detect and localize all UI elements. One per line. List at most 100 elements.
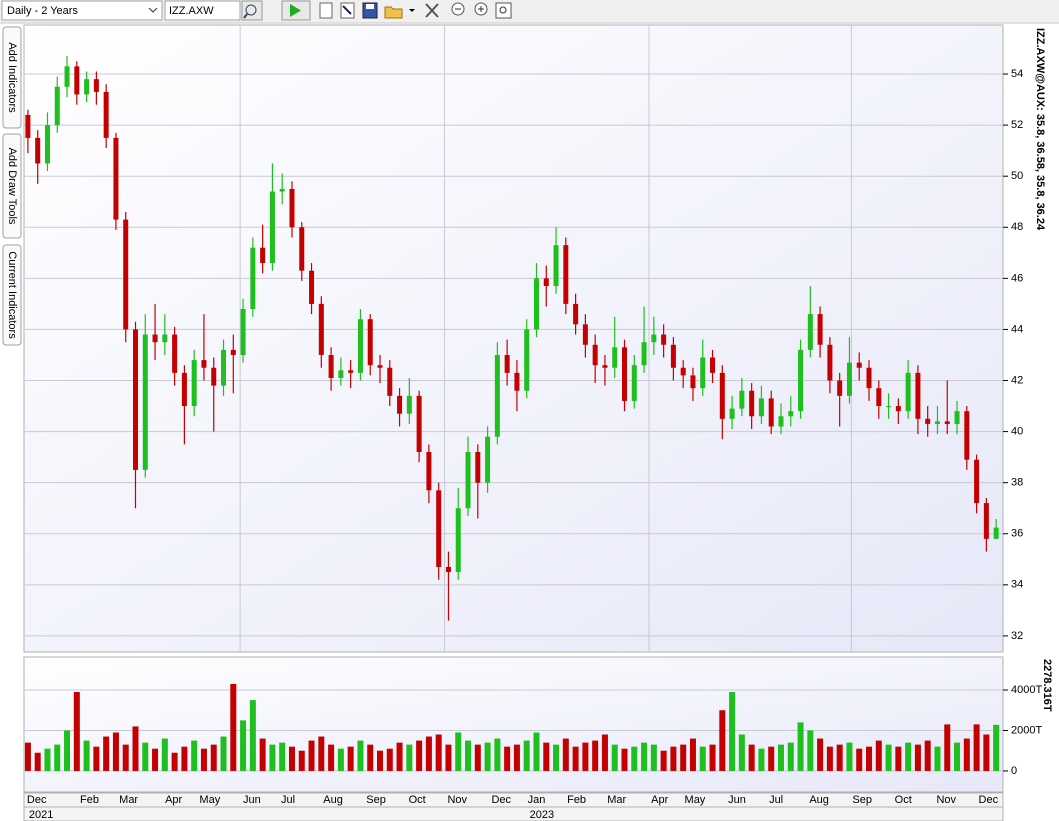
candle-body bbox=[377, 365, 383, 368]
volume-bar bbox=[308, 740, 315, 771]
save-button[interactable] bbox=[362, 2, 378, 19]
price-pane bbox=[23, 24, 1004, 653]
volume-bar bbox=[288, 746, 295, 771]
sidebar-tab[interactable] bbox=[2, 26, 22, 129]
candle-body bbox=[612, 347, 618, 368]
run-button[interactable] bbox=[281, 0, 311, 21]
x-tick-label: Mar bbox=[607, 794, 626, 806]
volume-bar bbox=[171, 752, 178, 771]
candle-body bbox=[84, 79, 90, 95]
candle-body bbox=[172, 334, 178, 373]
candle-body bbox=[680, 367, 686, 376]
candle-body bbox=[710, 357, 716, 373]
candle-body bbox=[788, 411, 794, 417]
y-tick-label: 38 bbox=[1011, 477, 1023, 489]
zoom-out-button[interactable] bbox=[451, 2, 465, 16]
candle-body bbox=[485, 436, 491, 483]
volume-bar bbox=[719, 710, 726, 771]
sidebar-tab[interactable] bbox=[2, 133, 22, 239]
volume-legend: 2278.316T bbox=[1041, 659, 1053, 712]
candle-body bbox=[54, 86, 60, 126]
candle-body bbox=[338, 370, 344, 378]
candle-body bbox=[983, 503, 989, 539]
volume-bar bbox=[122, 744, 129, 771]
candle-body bbox=[113, 137, 119, 220]
candle-body bbox=[670, 344, 676, 368]
candle-body bbox=[494, 354, 500, 437]
candle-body bbox=[533, 278, 539, 330]
volume-bar bbox=[768, 746, 775, 771]
candle-body bbox=[993, 527, 999, 539]
candle-body bbox=[318, 303, 324, 355]
x-tick-label: Oct bbox=[409, 794, 426, 806]
candle-body bbox=[230, 349, 236, 355]
year-label: 2023 bbox=[530, 809, 554, 821]
x-tick-label: May bbox=[685, 794, 706, 806]
candle-body bbox=[592, 344, 598, 366]
candle-body bbox=[152, 334, 158, 343]
candle-body bbox=[807, 314, 813, 350]
sidebar-tab[interactable] bbox=[2, 244, 22, 346]
y-tick-label: 46 bbox=[1011, 272, 1023, 284]
x-tick-label: Feb bbox=[80, 794, 99, 806]
volume-bar bbox=[621, 748, 628, 771]
candle-body bbox=[44, 125, 50, 164]
new-button[interactable] bbox=[319, 2, 333, 19]
candle-body bbox=[817, 314, 823, 345]
candle-body bbox=[201, 360, 207, 368]
volume-bar bbox=[425, 736, 432, 771]
volume-bar bbox=[181, 746, 188, 771]
zoom-in-button[interactable] bbox=[474, 2, 488, 16]
candle-body bbox=[240, 309, 246, 355]
fit-button[interactable] bbox=[495, 2, 512, 19]
tools-button[interactable] bbox=[425, 3, 439, 18]
volume-bar bbox=[406, 744, 413, 771]
x-tick-label: Jul bbox=[281, 794, 295, 806]
candle-body bbox=[436, 490, 442, 567]
volume-bar bbox=[103, 736, 110, 771]
volume-bar bbox=[807, 730, 814, 771]
volume-bar bbox=[601, 734, 608, 771]
sidebar-tab-label: Current Indicators bbox=[6, 251, 18, 339]
y-tick-label: 42 bbox=[1011, 374, 1023, 386]
export-button[interactable] bbox=[340, 2, 355, 19]
candle-body bbox=[426, 452, 432, 491]
volume-bar bbox=[298, 750, 305, 771]
candle-body bbox=[934, 421, 940, 424]
volume-bar bbox=[777, 744, 784, 771]
candle-body bbox=[250, 247, 256, 310]
candle-body bbox=[739, 390, 745, 409]
candle-body bbox=[260, 247, 266, 264]
candle-body bbox=[837, 380, 843, 396]
volume-bar bbox=[895, 746, 902, 771]
candle-body bbox=[142, 334, 148, 470]
search-button[interactable] bbox=[241, 0, 263, 21]
candle-body bbox=[35, 137, 41, 164]
volume-bar bbox=[817, 738, 824, 771]
volume-bar bbox=[670, 746, 677, 771]
candle-body bbox=[876, 388, 882, 407]
x-tick-label: Dec bbox=[979, 794, 999, 806]
x-tick-label: Jun bbox=[243, 794, 261, 806]
symbol-input[interactable] bbox=[164, 0, 241, 21]
x-tick-label: Aug bbox=[323, 794, 343, 806]
period-select[interactable] bbox=[1, 0, 163, 21]
open-button[interactable] bbox=[384, 6, 415, 19]
volume-bar bbox=[875, 740, 882, 771]
y-tick-label: 0 bbox=[1011, 765, 1017, 777]
candle-body bbox=[974, 459, 980, 504]
volume-bar bbox=[367, 744, 374, 771]
volume-bar bbox=[611, 744, 618, 771]
candle-body bbox=[798, 349, 804, 412]
candle-body bbox=[895, 406, 901, 412]
candle-body bbox=[573, 303, 579, 325]
volume-bar bbox=[885, 744, 892, 771]
volume-bar bbox=[699, 746, 706, 771]
candle-body bbox=[602, 365, 608, 368]
y-tick-label: 4000T bbox=[1011, 684, 1042, 696]
candle-body bbox=[279, 188, 285, 192]
candle-body bbox=[622, 347, 628, 401]
candle-body bbox=[553, 245, 559, 287]
volume-bar bbox=[680, 744, 687, 771]
candle-body bbox=[719, 372, 725, 419]
